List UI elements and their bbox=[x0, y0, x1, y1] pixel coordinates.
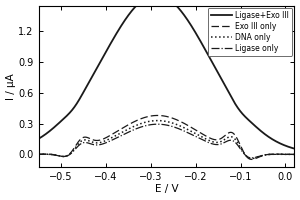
X-axis label: E / V: E / V bbox=[155, 184, 178, 194]
Exo III only bbox=[156, 114, 159, 117]
Line: Ligase only: Ligase only bbox=[34, 124, 299, 158]
DNA only bbox=[290, 153, 293, 156]
Ligase only bbox=[290, 153, 293, 156]
Ligase only bbox=[161, 123, 165, 126]
Line: DNA only: DNA only bbox=[34, 121, 299, 159]
Ligase only bbox=[297, 153, 300, 156]
Ligase only bbox=[156, 123, 159, 125]
Ligase only bbox=[154, 123, 158, 125]
Line: Ligase+Exo III: Ligase+Exo III bbox=[34, 0, 299, 150]
Ligase+Exo III bbox=[297, 149, 300, 151]
DNA only bbox=[241, 150, 244, 153]
Ligase+Exo III bbox=[290, 147, 293, 149]
Line: Exo III only: Exo III only bbox=[34, 115, 299, 159]
Exo III only bbox=[32, 153, 36, 155]
Exo III only bbox=[290, 153, 293, 156]
Ligase only bbox=[290, 153, 293, 156]
Ligase+Exo III bbox=[241, 113, 244, 115]
Ligase only bbox=[250, 157, 253, 159]
Y-axis label: I / μA: I / μA bbox=[6, 73, 16, 100]
DNA only bbox=[290, 153, 293, 156]
Ligase only bbox=[46, 153, 50, 156]
DNA only bbox=[250, 157, 253, 160]
Exo III only bbox=[161, 115, 165, 117]
DNA only bbox=[161, 120, 165, 122]
Ligase+Exo III bbox=[46, 131, 50, 134]
Ligase only bbox=[241, 151, 244, 153]
Ligase+Exo III bbox=[32, 140, 36, 142]
Legend: Ligase+Exo III, Exo III only, DNA only, Ligase only: Ligase+Exo III, Exo III only, DNA only, … bbox=[208, 8, 292, 56]
Exo III only bbox=[241, 149, 244, 152]
Exo III only bbox=[290, 153, 293, 156]
Exo III only bbox=[297, 153, 300, 156]
DNA only bbox=[156, 119, 159, 122]
Exo III only bbox=[154, 114, 158, 117]
DNA only bbox=[32, 153, 36, 155]
Exo III only bbox=[46, 153, 50, 155]
DNA only bbox=[154, 119, 158, 122]
Ligase only bbox=[32, 153, 36, 156]
Ligase+Exo III bbox=[290, 147, 293, 149]
Exo III only bbox=[250, 158, 253, 161]
DNA only bbox=[46, 153, 50, 155]
DNA only bbox=[297, 153, 300, 156]
